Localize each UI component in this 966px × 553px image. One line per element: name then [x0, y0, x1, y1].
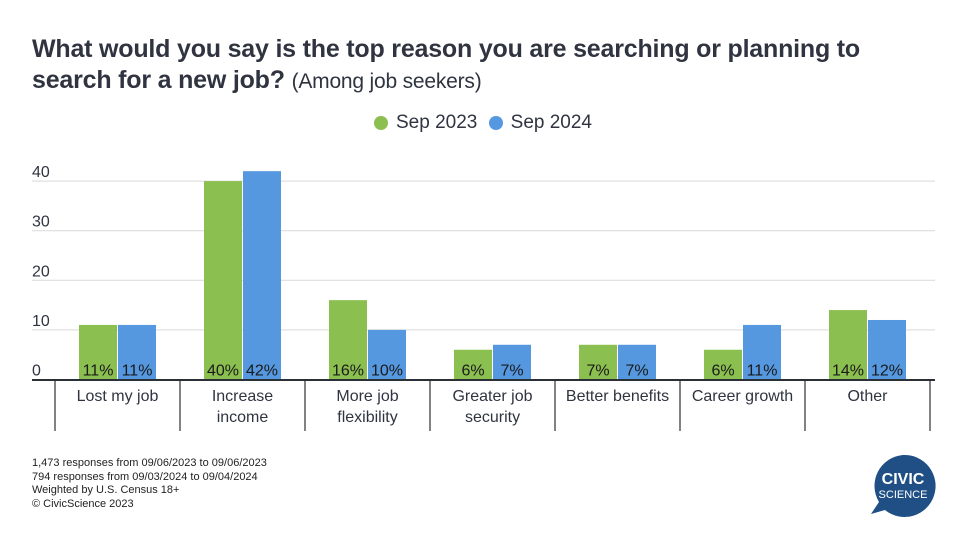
bar-sep-2023-5 [704, 349, 742, 380]
data-label: 11% [83, 363, 114, 380]
bar-sep-2024-0 [118, 324, 156, 380]
bar-sep-2023-6 [829, 310, 867, 380]
y-tick-label-10: 10 [32, 313, 50, 330]
logo-text-science: SCIENCE [879, 489, 928, 501]
x-tick-label: Lost my job [77, 388, 159, 405]
data-label: 6% [461, 363, 484, 380]
footer-line-responses-2023: 1,473 responses from 09/06/2023 to 09/06… [32, 457, 267, 469]
data-label: 11% [122, 363, 153, 380]
bar-sep-2024-3 [493, 344, 531, 380]
x-tick-label: Greater job [452, 388, 532, 405]
legend: Sep 2023 Sep 2024 [0, 112, 966, 136]
bar-sep-2023-1 [204, 181, 242, 380]
data-label: 11% [747, 363, 778, 380]
bar-sep-2024-5 [743, 324, 781, 380]
logo-text-civic: CIVIC [882, 471, 925, 488]
chart-subtitle: (Among job seekers) [291, 70, 482, 93]
chart-title: What would you say is the top reason you… [32, 34, 942, 97]
x-tick-label: Increase [212, 388, 273, 405]
x-tick-label: security [465, 409, 520, 426]
data-label: 42% [246, 363, 278, 380]
data-label: 10% [371, 363, 403, 380]
civicscience-logo: CIVIC SCIENCE [871, 454, 936, 517]
x-tick-label: Better benefits [566, 388, 669, 405]
data-label: 7% [500, 363, 523, 380]
legend-label-sep-2024: Sep 2024 [510, 112, 592, 133]
data-label: 14% [832, 363, 864, 380]
legend-label-sep-2023: Sep 2023 [396, 112, 478, 133]
data-label: 7% [625, 363, 648, 380]
x-tick-label: income [217, 409, 269, 426]
bar-sep-2024-1 [243, 171, 281, 380]
speech-bubble-icon [871, 454, 936, 517]
bar-sep-2023-2 [329, 300, 367, 380]
bar-sep-2024-6 [868, 319, 906, 380]
legend-item-sep-2024: Sep 2024 [488, 112, 592, 134]
footer-line-responses-2024: 794 responses from 09/03/2024 to 09/04/2… [32, 470, 258, 483]
footer-line-copyright: © CivicScience 2023 [32, 497, 134, 510]
y-tick-label-20: 20 [32, 263, 50, 280]
legend-item-sep-2023: Sep 2023 [374, 112, 477, 134]
chart-title-main: What would you say is the top reason you… [32, 35, 860, 94]
x-tick-label: Other [847, 388, 888, 405]
data-label: 40% [207, 363, 239, 380]
data-label: 6% [711, 363, 734, 380]
y-tick-label-40: 40 [32, 164, 50, 181]
x-tick-label: flexibility [337, 409, 397, 426]
legend-swatch-sep-2024 [488, 116, 503, 130]
bar-sep-2024-2 [368, 329, 406, 380]
data-label: 7% [586, 363, 609, 380]
x-tick-label: Career growth [692, 388, 793, 405]
data-label: 12% [871, 363, 903, 380]
legend-swatch-sep-2023 [374, 116, 388, 130]
data-label: 16% [332, 363, 364, 380]
footer-notes: 1,473 responses from 09/06/2023 to 09/06… [32, 457, 267, 511]
y-tick-label-30: 30 [32, 214, 50, 231]
footer-line-weighting: Weighted by U.S. Census 18+ [32, 484, 180, 496]
bar-sep-2023-3 [454, 349, 492, 380]
x-tick-label: More job [336, 388, 398, 405]
bar-sep-2024-4 [618, 344, 656, 380]
y-tick-label-0: 0 [32, 363, 41, 380]
bar-sep-2023-0 [79, 324, 117, 380]
bar-sep-2023-4 [579, 344, 617, 380]
